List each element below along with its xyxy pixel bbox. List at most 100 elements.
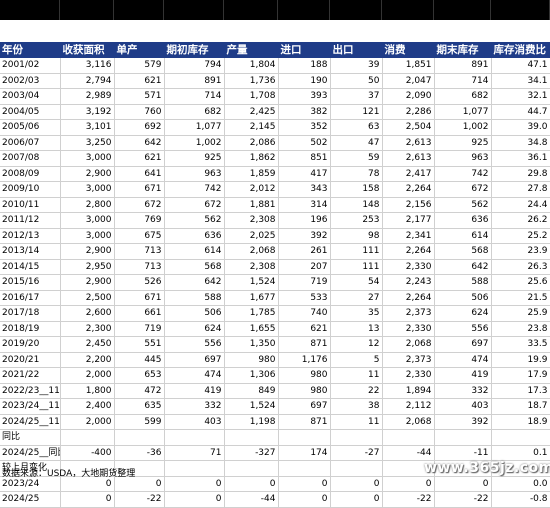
table-cell: 343	[278, 181, 331, 198]
table-cell: 1,894	[382, 383, 435, 399]
table-cell: 2,308	[224, 212, 279, 229]
table-row: 2005/06 3,101 692 1,077 2,145 352 63 2,504 1,002…	[0, 119, 550, 136]
table-cell: 50	[330, 73, 383, 89]
table-row: 2017/18 2,600 661 506 1,785 740 35 2,373 624 25.9	[0, 305, 550, 322]
row-label-cell: 2011/12	[0, 212, 61, 229]
table-row: 2002/03 2,794 621 891 1,736 190 50 2,047 714 34.1	[0, 73, 550, 89]
table-cell: 111	[330, 259, 383, 275]
table-cell: -27	[330, 445, 383, 461]
table-cell: 719	[114, 321, 165, 337]
table-cell: 742	[434, 166, 492, 182]
table-cell: 526	[114, 274, 165, 291]
table-cell: 417	[278, 166, 331, 182]
table-cell: 506	[434, 290, 492, 306]
table-cell: 2,145	[224, 119, 279, 136]
empty-cell	[224, 429, 279, 446]
table-cell: 682	[164, 104, 225, 120]
row-label-cell: 2001/02	[0, 58, 61, 74]
top-band-cell	[330, 0, 382, 20]
table-cell: 642	[114, 135, 165, 151]
table-cell: 474	[164, 367, 225, 384]
table-cell: 506	[164, 305, 225, 322]
top-band-grid	[0, 0, 550, 20]
table-cell: 0	[164, 491, 225, 508]
row-label-cell: 2019/20	[0, 336, 61, 353]
table-cell: 0	[434, 476, 492, 492]
table-cell: 18.7	[491, 398, 550, 415]
table-cell: 980	[278, 383, 331, 399]
table-row: 2010/11 2,800 672 672 1,881 314 148 2,156 562 24.…	[0, 197, 550, 213]
table-cell: 891	[434, 58, 492, 74]
table-cell: 36.1	[491, 150, 550, 167]
table-cell: 1,077	[164, 119, 225, 136]
table-cell: 2,417	[382, 166, 435, 182]
table-cell: 1,785	[224, 305, 279, 322]
table-cell: 37	[330, 88, 383, 105]
empty-cell	[164, 460, 225, 477]
supply-demand-table: 年份 收获面积 单产 期初库存 产量 进口 出口 消费 期末库存 库存消费比 2…	[0, 42, 550, 508]
table-cell: 2,000	[60, 367, 115, 384]
table-cell: 2,400	[60, 398, 115, 415]
table-cell: 332	[434, 383, 492, 399]
table-cell: 34.1	[491, 73, 550, 89]
section-row-mom: 较上月变化	[0, 460, 550, 477]
table-row: 2012/13 3,000 675 636 2,025 392 98 2,341 614 25.2	[0, 228, 550, 244]
table-cell: 556	[434, 321, 492, 337]
table-cell: 63	[330, 119, 383, 136]
table-row: 2018/19 2,300 719 624 1,655 621 13 2,330 556 23.8	[0, 321, 550, 337]
table-cell: 599	[114, 414, 165, 430]
table-cell: 1,002	[164, 135, 225, 151]
top-band-cell	[0, 0, 60, 20]
table-cell: 47.1	[491, 58, 550, 74]
table-cell: 871	[278, 414, 331, 430]
table-cell: 403	[164, 414, 225, 430]
table-cell: 851	[278, 150, 331, 167]
table-row: 2008/09 2,900 641 963 1,859 417 78 2,417 742 29.8	[0, 166, 550, 182]
table-cell: 0	[330, 476, 383, 492]
table-cell: 2,450	[60, 336, 115, 353]
table-cell: 2,200	[60, 352, 115, 368]
table-cell: 24.4	[491, 197, 550, 213]
table-cell: 2,330	[382, 367, 435, 384]
table-cell: 1,306	[224, 367, 279, 384]
table-cell: 352	[278, 119, 331, 136]
table-cell: 1,198	[224, 414, 279, 430]
table-cell: 1,708	[224, 88, 279, 105]
table-cell: 636	[434, 212, 492, 229]
table-cell: 71	[164, 445, 225, 461]
table-cell: 0	[278, 491, 331, 508]
table-cell: 2,264	[382, 243, 435, 260]
table-cell: 980	[224, 352, 279, 368]
table-cell: 621	[278, 321, 331, 337]
table-cell: 579	[114, 58, 165, 74]
row-label-cell: 2008/09	[0, 166, 61, 182]
row-label-cell: 2007/08	[0, 150, 61, 167]
empty-cell	[114, 429, 165, 446]
table-cell: 713	[114, 259, 165, 275]
table-cell: 642	[164, 274, 225, 291]
table-cell: 121	[330, 104, 383, 120]
table-row-yoy: 2024/25__同比 -400 -36 71 -327 174 -27 -44 -11 0.1	[0, 445, 550, 461]
table-cell: 261	[278, 243, 331, 260]
table-cell: 3,000	[60, 228, 115, 244]
table-cell: 445	[114, 352, 165, 368]
table-cell: 111	[330, 243, 383, 260]
table-cell: 2,330	[382, 259, 435, 275]
table-cell: 474	[434, 352, 492, 368]
table-cell: 1,176	[278, 352, 331, 368]
table-cell: 21.5	[491, 290, 550, 306]
table-cell: 697	[278, 398, 331, 415]
table-cell: 642	[434, 259, 492, 275]
table-cell: 2,264	[382, 181, 435, 198]
table-cell: -22	[114, 491, 165, 508]
table-cell: 2,900	[60, 166, 115, 182]
table-cell: 551	[114, 336, 165, 353]
table-cell: 1,800	[60, 383, 115, 399]
table-cell: 635	[114, 398, 165, 415]
table-cell: 12	[330, 336, 383, 353]
table-cell: 0.1	[491, 445, 550, 461]
table-cell: 2,900	[60, 274, 115, 291]
table-cell: 2,989	[60, 88, 115, 105]
table-cell: 253	[330, 212, 383, 229]
table-cell: 38	[330, 398, 383, 415]
